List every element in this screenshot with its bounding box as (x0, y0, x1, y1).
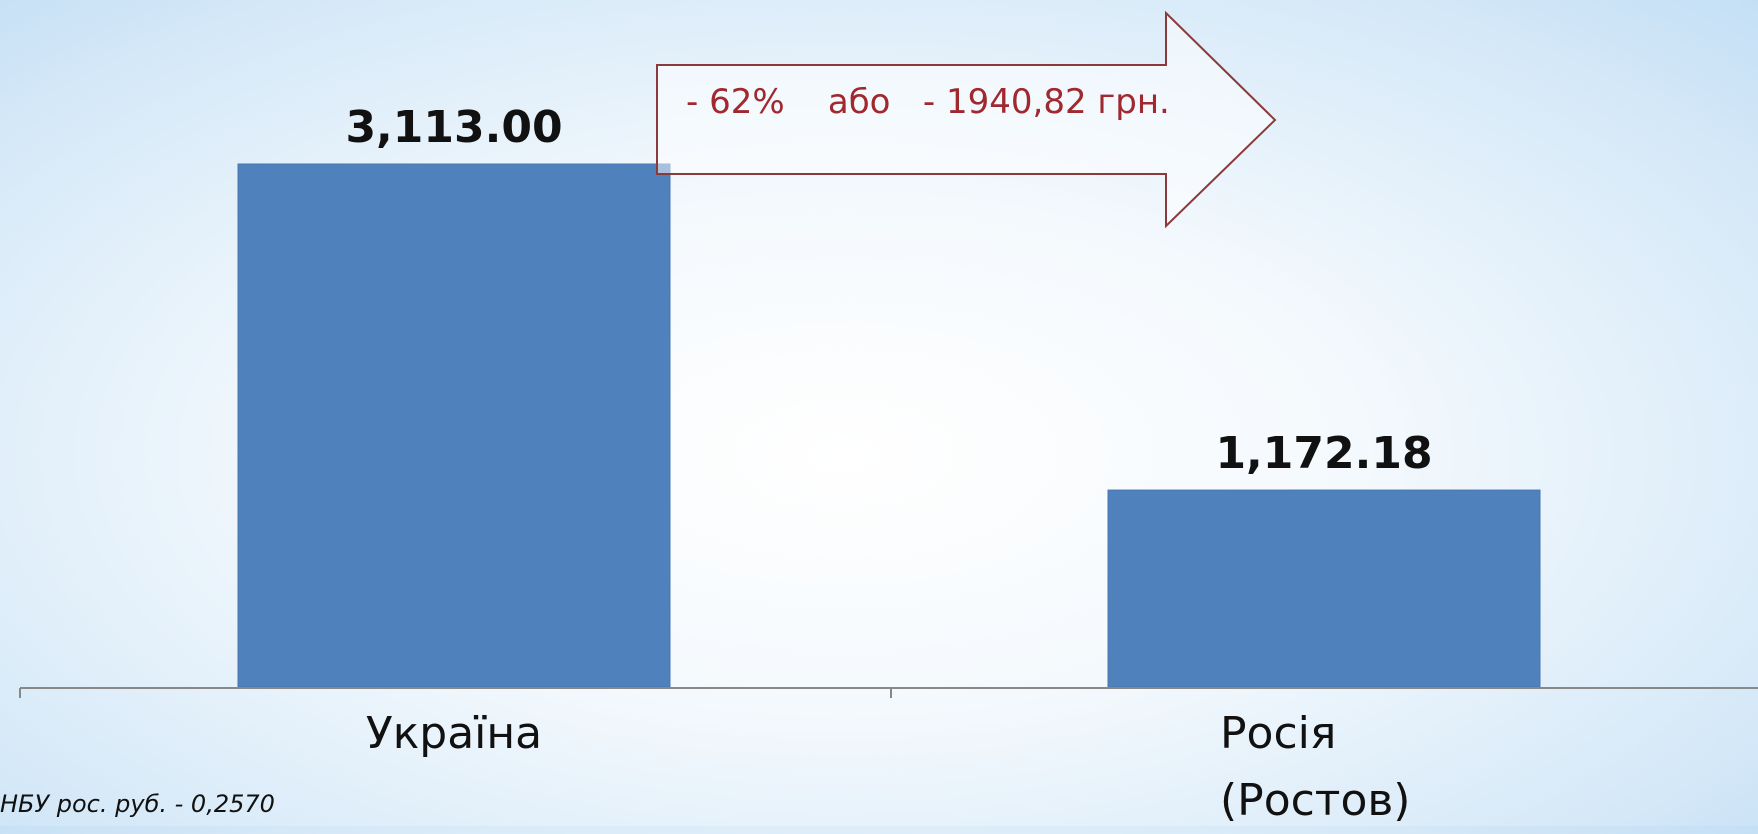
x-tick-label: Україна (365, 708, 543, 759)
footnote: НБУ рос. руб. - 0,2570 (0, 790, 275, 818)
arrow (656, 10, 1277, 229)
x-tick-label: Росія (Ростов) (1220, 708, 1411, 826)
bar (237, 163, 671, 688)
value-label: 1,172.18 (1215, 428, 1433, 480)
value-label: 3,113.00 (345, 102, 563, 153)
annotation: - 62% або - 1940,82 грн. (686, 82, 1170, 122)
bar (1107, 489, 1541, 688)
